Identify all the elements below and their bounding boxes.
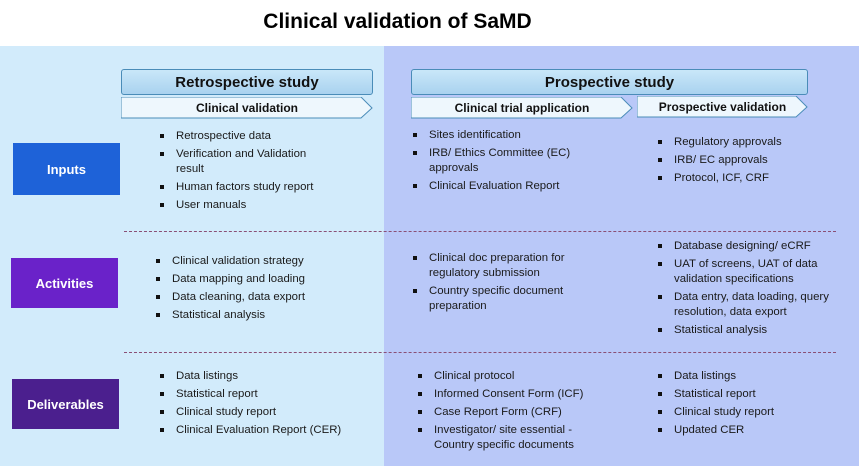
retrospective-deliverables-list: Data listings Statistical report Clinica… [160,369,382,441]
list-item: Statistical analysis [658,323,848,338]
list-item: Clinical study report [658,405,848,420]
list-item: IRB/ EC approvals [658,153,848,168]
list-item: Data mapping and loading [156,272,376,287]
deliverables-box: Deliverables [12,379,119,429]
list-item: Updated CER [658,423,848,438]
retrospective-inputs-list: Retrospective data Verification and Vali… [160,129,380,216]
list-item: Country specific document preparation [413,284,589,314]
clinical-trial-application-chevron: Clinical trial application [411,97,633,119]
clinical-validation-chevron: Clinical validation [121,97,373,119]
list-item: IRB/ Ethics Committee (EC) approvals [413,146,599,176]
chevron-shape [637,96,808,118]
list-item: Data entry, data loading, query resoluti… [658,290,854,320]
diagram-title: Clinical validation of SaMD [263,10,532,33]
list-item: Clinical study report [160,405,382,420]
clinical-trial-application-label: Clinical trial application [454,101,590,115]
list-item: Investigator/ site essential - Country s… [418,423,609,453]
clinical-validation-label: Clinical validation [195,101,299,115]
list-item: Statistical analysis [156,308,376,323]
list-item: Statistical report [160,387,382,402]
list-item: Clinical Evaluation Report (CER) [160,423,382,438]
prospective-validation-activities-list: Database designing/ eCRF UAT of screens,… [658,239,848,341]
list-item: Sites identification [413,128,613,143]
list-item: Informed Consent Form (ICF) [418,387,618,402]
list-item: Statistical report [658,387,848,402]
list-item: User manuals [160,198,380,213]
list-item: UAT of screens, UAT of data validation s… [658,257,844,287]
prospective-validation-chevron: Prospective validation [637,96,808,118]
list-item: Human factors study report [160,180,380,195]
chevron-shape [121,97,373,119]
prospective-validation-deliverables-list: Data listings Statistical report Clinica… [658,369,848,441]
list-item: Data cleaning, data export [156,290,376,305]
list-item: Retrospective data [160,129,380,144]
list-item: Clinical validation strategy [156,254,376,269]
list-item: Protocol, ICF, CRF [658,171,848,186]
trial-application-deliverables-list: Clinical protocol Informed Consent Form … [418,369,618,456]
list-item: Verification and Validation result [160,147,316,177]
list-item: Data listings [160,369,382,384]
row-divider [124,352,836,353]
retrospective-header: Retrospective study [121,69,373,95]
list-item: Clinical protocol [418,369,618,384]
list-item: Database designing/ eCRF [658,239,848,254]
activities-box: Activities [11,258,118,308]
list-item: Regulatory approvals [658,135,848,150]
prospective-validation-inputs-list: Regulatory approvals IRB/ EC approvals P… [658,135,848,189]
chevron-shape [411,97,633,119]
trial-application-activities-list: Clinical doc preparation for regulatory … [413,251,613,317]
row-divider [124,231,836,232]
inputs-box: Inputs [13,143,120,195]
retrospective-activities-list: Clinical validation strategy Data mappin… [156,254,376,326]
trial-application-inputs-list: Sites identification IRB/ Ethics Committ… [413,128,613,197]
list-item: Case Report Form (CRF) [418,405,618,420]
prospective-validation-label: Prospective validation [658,100,787,114]
list-item: Clinical Evaluation Report [413,179,613,194]
prospective-header: Prospective study [411,69,808,95]
list-item: Data listings [658,369,848,384]
list-item: Clinical doc preparation for regulatory … [413,251,589,281]
